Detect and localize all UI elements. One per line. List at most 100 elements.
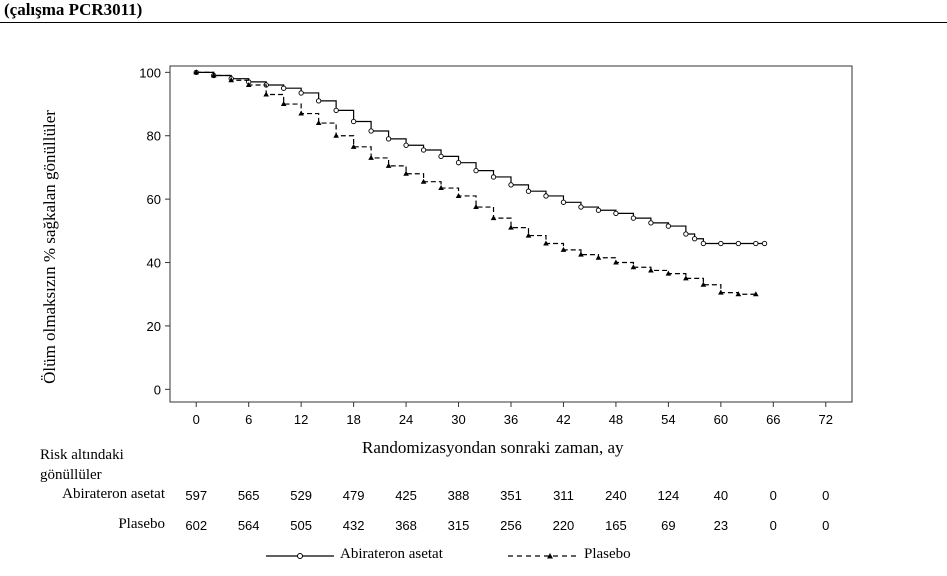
data-point-plasebo (333, 132, 339, 138)
x-axis-label: Randomizasyondan sonraki zaman, ay (362, 438, 624, 457)
data-point-abirateron (333, 107, 339, 114)
data-point-abirateron (648, 220, 654, 226)
risk-cell: 479 (342, 488, 365, 503)
data-point-plasebo (280, 101, 287, 107)
data-point-plasebo (735, 291, 742, 297)
data-point-abirateron (525, 188, 532, 194)
risk-cell: 165 (605, 518, 627, 533)
data-point-plasebo (473, 204, 479, 210)
data-point-plasebo (490, 215, 497, 221)
data-point-abirateron (350, 118, 357, 125)
data-point-abirateron (613, 210, 619, 217)
plot-frame (169, 65, 853, 403)
data-point-abirateron (281, 85, 287, 91)
data-point-abirateron (718, 240, 724, 247)
data-point-abirateron (700, 240, 707, 247)
data-point-abirateron (683, 231, 689, 237)
risk-cell: 564 (237, 518, 260, 533)
x-tick-label: 60 (714, 412, 728, 427)
data-point-plasebo (350, 143, 357, 149)
x-tick-label: 66 (766, 412, 780, 427)
data-point-plasebo (508, 224, 514, 230)
data-point-abirateron (543, 193, 549, 199)
data-point-abirateron (385, 136, 392, 142)
data-point-plasebo (245, 82, 252, 88)
x-tick-label: 54 (661, 412, 675, 427)
y-tick-label: 60 (147, 192, 161, 207)
y-tick-label: 0 (154, 382, 161, 397)
x-tick-label: 6 (245, 412, 252, 427)
risk-cell: 505 (290, 518, 312, 533)
risk-cell: 425 (395, 488, 417, 503)
risk-cell: 368 (395, 518, 417, 533)
data-point-plasebo (648, 267, 654, 273)
data-point-plasebo (403, 170, 409, 176)
data-point-abirateron (761, 240, 768, 247)
data-point-plasebo (420, 178, 427, 184)
risk-cell: 315 (447, 518, 470, 533)
x-tick-label: 36 (504, 412, 518, 427)
x-tick-label: 72 (819, 412, 833, 427)
risk-table-header: Risk altındaki gönüllüler (40, 447, 124, 483)
data-point-abirateron (578, 204, 584, 210)
data-point-abirateron (630, 215, 637, 221)
data-point-plasebo (630, 264, 637, 270)
data-point-abirateron (315, 98, 322, 104)
data-point-abirateron (735, 240, 741, 247)
x-tick-label: 24 (399, 412, 413, 427)
data-point-plasebo (438, 185, 444, 191)
risk-cell: 23 (713, 518, 729, 533)
x-tick-label: 30 (451, 412, 465, 427)
data-point-plasebo (700, 281, 707, 287)
data-point-plasebo (193, 69, 200, 75)
data-point-plasebo (525, 232, 532, 238)
data-point-plasebo (595, 254, 602, 260)
risk-cell: 565 (237, 488, 260, 503)
x-tick-label: 0 (193, 412, 200, 427)
y-tick-label: 20 (147, 319, 161, 334)
x-tick-label: 12 (294, 412, 308, 427)
data-point-abirateron (368, 128, 374, 134)
legend-swatch-plasebo (508, 553, 578, 559)
data-point-plasebo (455, 192, 462, 198)
data-point-plasebo (315, 120, 322, 126)
data-point-abirateron (473, 167, 479, 174)
risk-cell: 351 (500, 488, 522, 503)
risk-row-label: Abirateron asetat (62, 486, 165, 502)
data-point-abirateron (595, 207, 602, 213)
x-tick-label: 48 (609, 412, 623, 427)
data-point-abirateron (490, 174, 497, 180)
page-title: (çalışma PCR3011) (4, 0, 143, 19)
risk-cell: 256 (500, 518, 522, 533)
risk-row-abirateron: Abirateron asetat 597 565 529 479 425 388 351 31… (0, 486, 947, 506)
y-axis-label: Ölüm olmaksızın % sağkalan gönüllüler (40, 110, 59, 384)
risk-cell: 388 (447, 488, 470, 503)
risk-cell: 40 (713, 488, 729, 503)
risk-cell: 124 (657, 488, 680, 503)
data-point-plasebo (263, 91, 269, 97)
risk-cell: 0 (769, 488, 777, 503)
risk-cell: 432 (342, 518, 365, 533)
title-divider (0, 22, 947, 23)
data-point-abirateron (691, 236, 698, 242)
risk-cell: 529 (290, 488, 312, 503)
data-point-abirateron (508, 182, 514, 188)
data-point-plasebo (368, 154, 374, 160)
data-point-plasebo (613, 259, 619, 265)
data-point-plasebo (560, 246, 567, 252)
data-point-plasebo (718, 289, 724, 295)
data-point-plasebo (228, 77, 235, 83)
data-point-abirateron (753, 240, 759, 247)
legend-label-abirateron: Abirateron asetat (340, 546, 443, 562)
series-line-plasebo (196, 71, 756, 295)
risk-cell: 0 (822, 518, 830, 533)
data-point-abirateron (665, 223, 672, 229)
data-point-abirateron (298, 90, 304, 96)
data-point-plasebo (298, 110, 304, 116)
series-line-abirateron (196, 71, 765, 245)
data-point-plasebo (385, 162, 392, 168)
legend-swatch-abirateron (266, 553, 334, 559)
risk-row-plasebo: Plasebo 602 564 505 432 368 315 256 220 165 69 23 0 0 (0, 516, 947, 536)
risk-cell: 240 (605, 488, 627, 503)
y-tick-label: 100 (139, 65, 161, 80)
